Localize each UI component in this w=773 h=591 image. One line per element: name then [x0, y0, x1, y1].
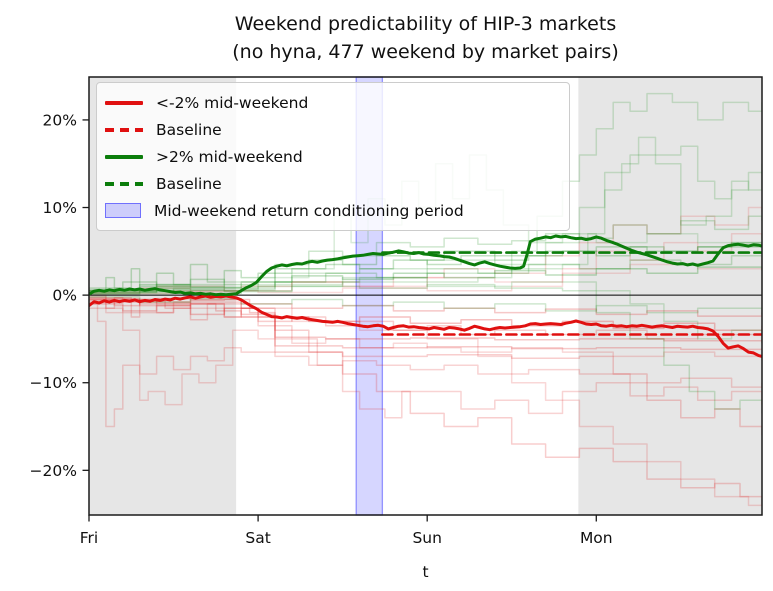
legend-item-label: Mid-weekend return conditioning period	[154, 201, 464, 220]
legend-item-label: Baseline	[156, 120, 222, 139]
y-tick-label-20: 20%	[43, 111, 77, 129]
x-axis-label: t	[422, 563, 428, 581]
x-tick-label-fri: Fri	[80, 529, 98, 547]
legend-dashed-line-swatch	[105, 181, 143, 186]
chart-title: Weekend predictability of HIP-3 markets …	[89, 10, 762, 66]
faint-market-line-24	[89, 281, 762, 344]
x-tick-label-sat: Sat	[245, 529, 270, 547]
legend-dashed-line-swatch	[105, 127, 143, 132]
faint-market-line-22	[89, 136, 762, 293]
faint-market-line-21	[89, 266, 762, 291]
series-0-mean-line	[89, 294, 762, 358]
legend-item-label: >2% mid-weekend	[156, 147, 303, 166]
x-tick-label-mon: Mon	[580, 529, 613, 547]
faint-market-line-6	[89, 307, 762, 419]
mean-lines	[89, 234, 762, 358]
legend-item-label: <-2% mid-weekend	[156, 93, 309, 112]
faint-market-line-1	[89, 303, 762, 428]
faint-market-line-18	[89, 242, 762, 292]
legend-item-2: >2% mid-weekend	[105, 143, 559, 170]
chart-title-line1: Weekend predictability of HIP-3 markets	[234, 13, 617, 35]
y-axis: 20% 10% 0% −10% −20%	[30, 111, 89, 480]
faint-market-line-11	[89, 299, 762, 507]
faint-market-line-5	[89, 297, 762, 317]
y-tick-label--20: −20%	[30, 462, 77, 480]
legend-item-1: Baseline	[105, 116, 559, 143]
y-tick-label-10: 10%	[43, 199, 77, 217]
legend-solid-line-swatch	[105, 154, 143, 159]
x-tick-label-sun: Sun	[412, 529, 442, 547]
faint-market-line-19	[89, 283, 762, 414]
legend-item-4: Mid-weekend return conditioning period	[105, 197, 559, 224]
legend-box: <-2% mid-weekend Baseline >2% mid-weekend B…	[96, 82, 570, 231]
faint-market-line-15	[89, 154, 762, 292]
legend-item-0: <-2% mid-weekend	[105, 89, 559, 116]
legend-item-3: Baseline	[105, 170, 559, 197]
faint-market-line-17	[89, 241, 762, 289]
axes-spines	[88, 76, 763, 516]
series-2-mean-line	[89, 234, 762, 297]
faint-market-line-10	[89, 303, 762, 331]
y-tick-label--10: −10%	[30, 374, 77, 392]
faint-market-line-4	[89, 301, 762, 436]
faint-market-line-2	[89, 294, 762, 406]
faint-market-line-14	[89, 92, 762, 294]
faint-market-line-20	[89, 296, 762, 315]
legend-patch-swatch	[105, 203, 141, 218]
chart-title-line2: (no hyna, 477 weekend by market pairs)	[232, 41, 619, 63]
legend-solid-line-swatch	[105, 100, 143, 105]
y-tick-label-0: 0%	[52, 287, 77, 305]
x-axis: Fri Sat Sun Mon t	[80, 515, 613, 581]
monday-session-shading-band	[578, 77, 762, 515]
legend-item-label: Baseline	[156, 174, 222, 193]
faint-market-line-23	[89, 215, 762, 292]
